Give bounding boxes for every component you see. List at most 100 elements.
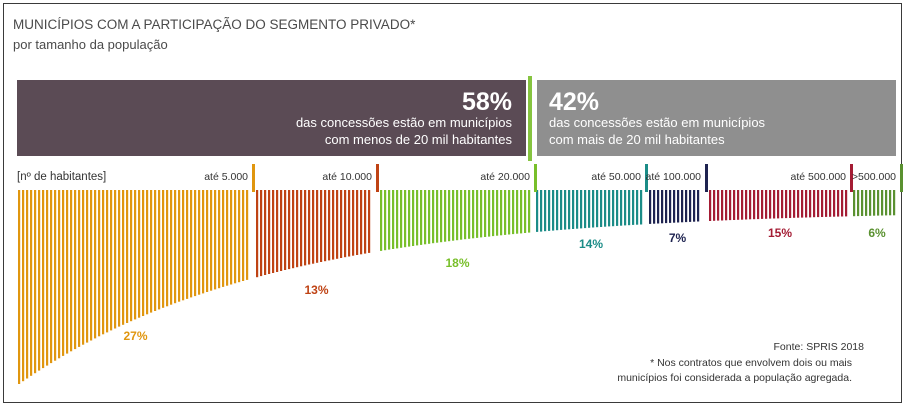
bar-stripe-1 xyxy=(102,190,105,335)
bar-stripe-5 xyxy=(665,190,668,224)
bar-stripe-4 xyxy=(536,190,539,232)
bar-stripe-5 xyxy=(649,190,652,224)
bar-stripe-1 xyxy=(214,190,217,290)
bar-stripe-1 xyxy=(50,190,53,364)
bar-stripe-2 xyxy=(276,190,279,272)
bar-stripe-1 xyxy=(170,190,173,305)
bar-stripe-6 xyxy=(753,190,756,220)
bar-stripe-2 xyxy=(264,190,267,275)
bar-stripe-3 xyxy=(528,190,531,233)
bar-stripe-4 xyxy=(620,190,623,226)
bar-stripe-1 xyxy=(46,190,49,366)
bar-stripe-1 xyxy=(78,190,81,347)
bar-stripe-1 xyxy=(82,190,85,345)
bar-stripe-4 xyxy=(540,190,543,232)
group-marker-5 xyxy=(705,164,708,192)
bar-stripe-2 xyxy=(324,190,327,262)
bar-stripe-1 xyxy=(18,190,21,384)
bar-stripe-6 xyxy=(721,190,724,221)
bar-stripe-1 xyxy=(150,190,153,313)
bar-stripe-3 xyxy=(508,190,511,235)
bar-stripe-5 xyxy=(677,190,680,223)
tick-label-2: até 10.000 xyxy=(322,171,372,183)
bar-stripe-1 xyxy=(186,190,189,299)
bar-stripe-3 xyxy=(448,190,451,242)
bar-stripe-1 xyxy=(118,190,121,327)
bar-stripe-6 xyxy=(821,190,824,217)
bar-stripe-6 xyxy=(709,190,712,221)
chart-title: MUNICÍPIOS COM A PARTICIPAÇÃO DO SEGMENT… xyxy=(13,17,416,32)
bar-stripe-1 xyxy=(234,190,237,284)
bar-stripe-3 xyxy=(504,190,507,235)
value-label-3: 18% xyxy=(445,256,469,270)
bar-stripe-3 xyxy=(488,190,491,237)
bar-stripe-4 xyxy=(572,190,575,229)
bar-stripe-3 xyxy=(444,190,447,242)
bar-stripe-4 xyxy=(588,190,591,228)
bar-stripe-3 xyxy=(440,190,443,243)
bar-stripe-1 xyxy=(110,190,113,331)
bar-stripe-4 xyxy=(544,190,547,232)
bar-stripe-6 xyxy=(837,190,840,217)
bar-stripe-4 xyxy=(616,190,619,226)
bar-stripe-2 xyxy=(296,190,299,268)
bar-stripe-4 xyxy=(628,190,631,226)
bar-stripe-7 xyxy=(873,190,876,216)
bar-stripe-6 xyxy=(717,190,720,221)
bar-stripe-6 xyxy=(789,190,792,218)
bar-stripe-3 xyxy=(460,190,463,240)
chart: MUNICÍPIOS COM A PARTICIPAÇÃO DO SEGMENT… xyxy=(13,17,903,384)
summary-left-line2: com menos de 20 mil habitantes xyxy=(325,132,513,147)
bar-stripe-2 xyxy=(268,190,271,274)
bar-stripe-6 xyxy=(761,190,764,219)
summary-band-right xyxy=(537,80,896,156)
bar-stripe-7 xyxy=(893,190,896,216)
summary-divider xyxy=(528,76,532,161)
bar-stripe-2 xyxy=(368,190,371,253)
bar-stripe-4 xyxy=(604,190,607,227)
bar-stripe-3 xyxy=(412,190,415,246)
bar-stripe-1 xyxy=(34,190,37,374)
bar-stripe-3 xyxy=(388,190,391,250)
bar-stripe-5 xyxy=(689,190,692,222)
bar-stripe-1 xyxy=(206,190,209,292)
bar-stripe-3 xyxy=(400,190,403,248)
bar-stripe-2 xyxy=(256,190,259,278)
chart-subtitle: por tamanho da população xyxy=(13,37,168,52)
bar-stripe-7 xyxy=(881,190,884,216)
bar-stripe-6 xyxy=(777,190,780,219)
bar-stripe-2 xyxy=(348,190,351,257)
bar-stripe-1 xyxy=(194,190,197,297)
bar-stripe-3 xyxy=(492,190,495,237)
bar-stripe-3 xyxy=(416,190,419,246)
bar-stripe-4 xyxy=(632,190,635,225)
bar-stripe-1 xyxy=(94,190,97,339)
bar-stripe-6 xyxy=(769,190,772,219)
tick-label-7: >500.000 xyxy=(852,171,896,183)
bar-stripe-6 xyxy=(713,190,716,221)
bar-stripe-1 xyxy=(146,190,149,315)
bar-stripe-6 xyxy=(825,190,828,217)
bar-stripe-6 xyxy=(729,190,732,221)
bar-stripe-7 xyxy=(869,190,872,216)
bar-stripe-4 xyxy=(576,190,579,229)
bar-stripe-4 xyxy=(624,190,627,226)
bar-stripe-1 xyxy=(90,190,93,341)
bar-stripe-1 xyxy=(22,190,25,382)
bar-stripe-2 xyxy=(340,190,343,258)
bar-stripe-2 xyxy=(304,190,307,266)
bar-stripe-1 xyxy=(218,190,221,289)
bar-stripe-3 xyxy=(464,190,467,240)
bars-group xyxy=(18,190,896,384)
bar-stripe-2 xyxy=(292,190,295,269)
bar-stripe-4 xyxy=(600,190,603,227)
bar-stripe-1 xyxy=(202,190,205,294)
bar-stripe-2 xyxy=(364,190,367,254)
bar-stripe-3 xyxy=(516,190,519,234)
bar-stripe-3 xyxy=(420,190,423,245)
group-marker-7 xyxy=(900,164,903,192)
bar-stripe-6 xyxy=(773,190,776,219)
bar-stripe-2 xyxy=(312,190,315,264)
bar-stripe-6 xyxy=(805,190,808,218)
bar-stripe-3 xyxy=(424,190,427,245)
